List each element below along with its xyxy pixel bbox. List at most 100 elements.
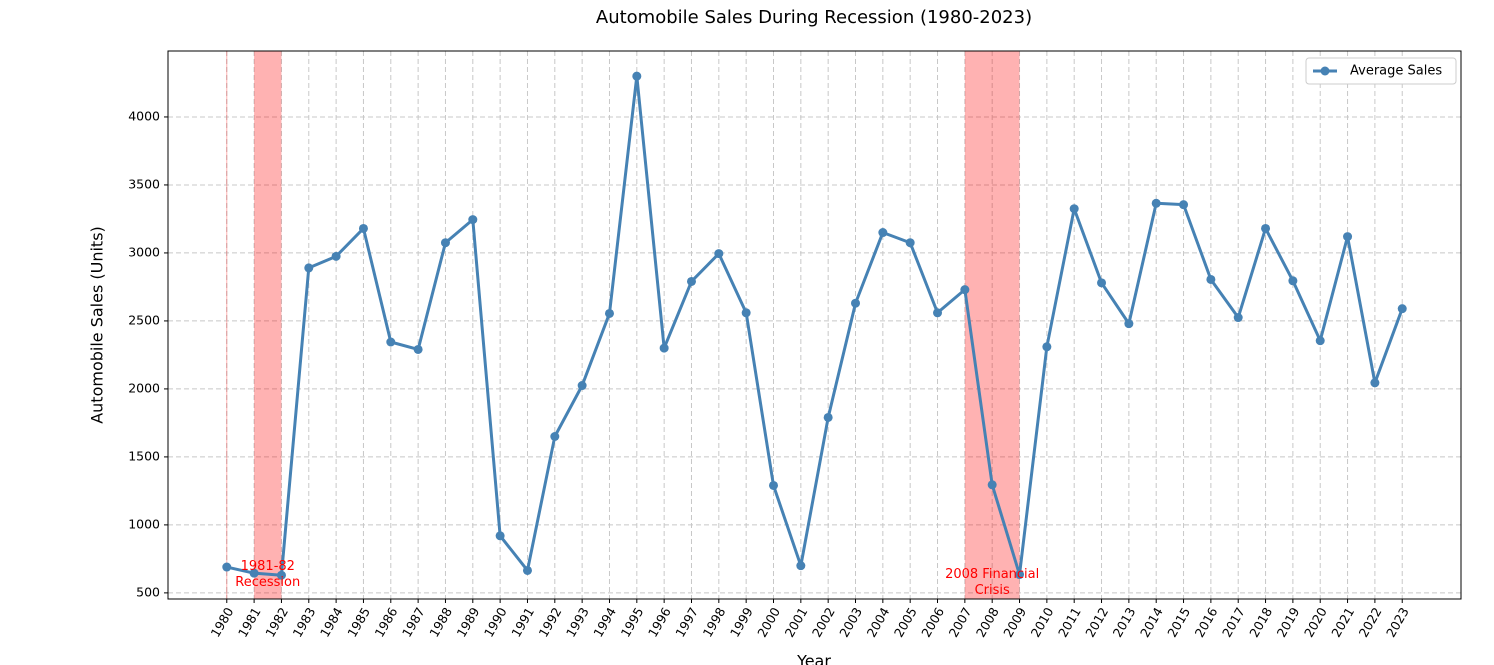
legend-marker [1320,66,1330,76]
legend-label: Average Sales [1350,64,1442,79]
x-tick-label: 2015 [1164,605,1193,640]
data-point [1151,198,1161,208]
data-point [960,285,970,295]
data-point [276,570,286,580]
x-tick-label: 2020 [1301,605,1330,640]
annotation-line: 2008 Financial [945,567,1039,582]
x-tick-label: 1990 [481,605,510,640]
data-point [768,480,778,490]
x-tick-label: 2018 [1246,605,1275,640]
x-tick-label: 2005 [891,605,920,640]
x-tick-label: 1995 [618,605,647,640]
data-point [577,381,587,391]
data-point [1015,570,1025,580]
x-tick-label: 1994 [590,605,619,640]
data-point [249,568,259,578]
data-point [1124,319,1134,329]
data-point [1370,378,1380,388]
x-tick-label: 1988 [426,605,455,640]
x-tick-label: 1996 [645,605,674,640]
x-tick-label: 2010 [1028,605,1057,640]
x-tick-label: 2004 [864,605,893,640]
x-axis-label: Year [796,652,831,665]
x-tick-label: 1984 [317,605,346,640]
x-tick-label: 1980 [208,605,237,640]
annotation-line: Crisis [975,583,1010,598]
x-tick-label: 1993 [563,605,592,640]
y-tick-label: 3500 [128,176,160,191]
data-point [1042,342,1052,352]
x-tick-label: 1999 [727,605,756,640]
x-tick-label: 2003 [836,605,865,640]
data-point [796,561,806,571]
recession-span [964,51,1020,599]
data-point [851,298,861,308]
y-tick-label: 1500 [128,448,160,463]
x-tick-label: 1981 [235,605,264,640]
data-point [468,215,478,225]
x-tick-label: 2008 [973,605,1002,640]
data-point [659,343,669,353]
data-point [823,412,833,422]
data-point [1097,278,1107,288]
data-point [686,276,696,286]
data-point [358,223,368,233]
y-axis-label: Automobile Sales (Units) [88,226,107,424]
data-point [1397,304,1407,314]
data-point [933,308,943,318]
x-tick-label: 2002 [809,605,838,640]
x-tick-label: 2012 [1082,605,1111,640]
data-point [550,432,560,442]
x-tick-label: 2006 [918,605,947,640]
annotation-line: Recession [235,575,300,590]
chart-title: Automobile Sales During Recession (1980-… [596,7,1032,28]
data-point [905,238,915,248]
data-point [304,263,314,273]
data-point [1069,204,1079,214]
x-tick-label: 1986 [372,605,401,640]
data-point [331,251,341,261]
data-point [714,249,724,259]
series-line [226,74,1404,577]
data-point [604,308,614,318]
data-point [1233,313,1243,323]
y-tick-label: 4000 [128,108,160,123]
data-point [987,480,997,490]
x-tick-label: 2019 [1274,605,1303,640]
y-tick-label: 500 [136,584,160,599]
recession-span [254,51,282,599]
y-tick-label: 1000 [128,516,160,531]
data-point [413,344,423,354]
y-tick-label: 2500 [128,312,160,327]
data-point [440,238,450,248]
legend-box [1305,57,1457,85]
x-tick-label: 1997 [672,605,701,640]
data-point [222,562,232,572]
plot-frame [167,50,1462,600]
annotation: 1981-82 Recession [235,559,300,590]
annotation: 2008 Financial Crisis [945,567,1039,598]
x-tick-label: 1992 [536,605,565,640]
x-tick-label: 2023 [1383,605,1412,640]
y-tick-label: 3000 [128,244,160,259]
x-tick-label: 2009 [1000,605,1029,640]
x-tick-label: 1983 [290,605,319,640]
x-tick-label: 2001 [782,605,811,640]
x-tick-label: 2000 [754,605,783,640]
x-tick-label: 1998 [700,605,729,640]
x-tick-label: 2011 [1055,605,1084,640]
x-tick-label: 2022 [1356,605,1385,640]
data-point [1288,276,1298,286]
x-tick-label: 2014 [1137,605,1166,640]
x-tick-label: 1987 [399,605,428,640]
data-point [1179,200,1189,210]
y-tick-label: 2000 [128,380,160,395]
data-point [522,565,532,575]
data-point [632,71,642,81]
data-point [1261,223,1271,233]
data-point [741,308,751,318]
data-point [1315,336,1325,346]
data-point [386,337,396,347]
x-tick-label: 1989 [454,605,483,640]
